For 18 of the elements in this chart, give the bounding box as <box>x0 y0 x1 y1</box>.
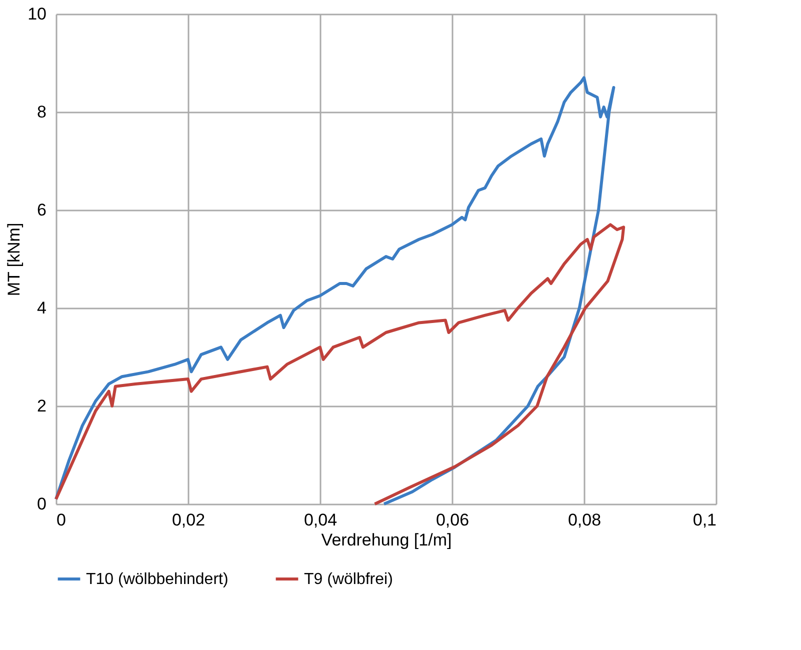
y-tick-label: 6 <box>37 200 46 220</box>
x-tick-label: 0,1 <box>692 510 716 530</box>
y-tick-label: 10 <box>28 4 46 24</box>
x-tick-label: 0,08 <box>568 510 602 530</box>
y-axis-title: MT [kNm] <box>4 222 24 296</box>
legend-label: T9 (wölbfrei) <box>304 571 393 588</box>
y-tick-label: 2 <box>37 396 46 416</box>
y-tick-label: 8 <box>37 102 46 122</box>
x-tick-label: 0,06 <box>436 510 470 530</box>
x-tick-label: 0 <box>56 510 66 530</box>
line-series <box>54 223 626 506</box>
legend-label: T10 (wölbbehindert) <box>86 571 228 588</box>
y-tick-label: 4 <box>37 298 46 318</box>
x-axis-title: Verdrehung [1/m] <box>321 530 452 550</box>
x-tick-label: 0,04 <box>304 510 338 530</box>
x-tick-label: 0,02 <box>172 510 206 530</box>
y-tick-label: 0 <box>37 494 46 514</box>
line-series <box>54 76 616 506</box>
